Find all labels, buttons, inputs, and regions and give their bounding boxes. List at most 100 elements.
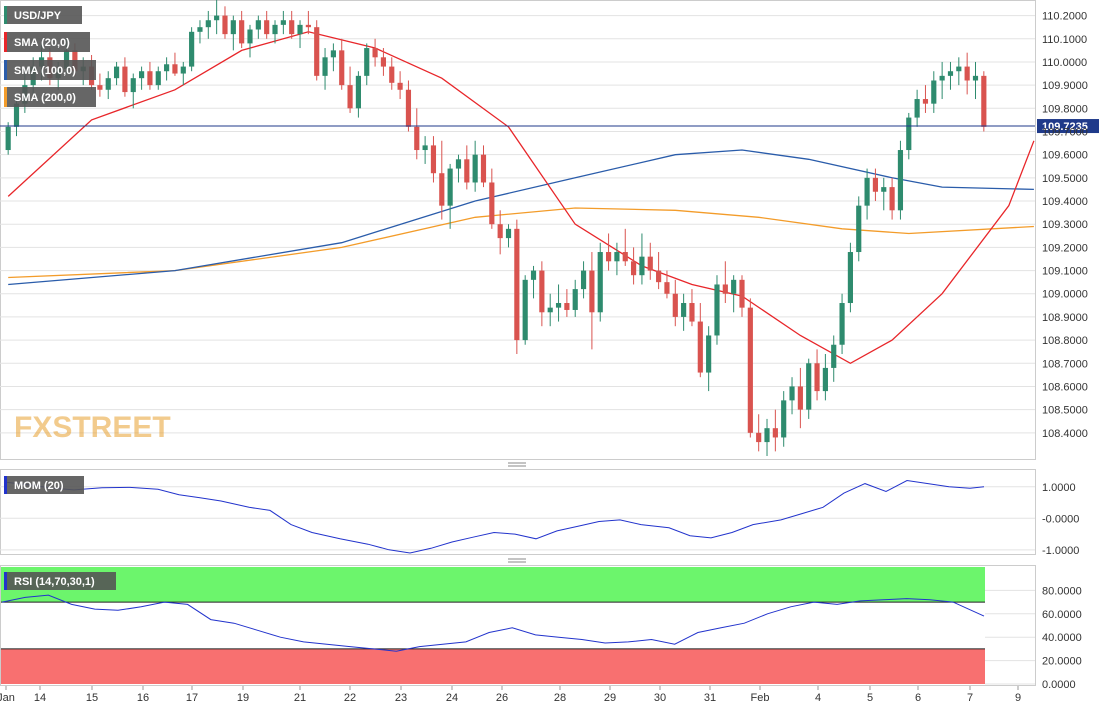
bearish-candle	[747, 298, 753, 438]
bearish-candle	[414, 108, 420, 160]
candle-body	[906, 117, 912, 151]
bearish-candle	[389, 57, 395, 90]
bearish-candle	[305, 10, 311, 35]
price-tick-label: 109.0000	[1042, 289, 1088, 301]
bullish-candle	[614, 242, 620, 276]
bullish-candle	[789, 377, 795, 415]
candle-body	[214, 15, 220, 21]
candle-body	[689, 303, 695, 322]
bearish-candle	[497, 210, 503, 255]
bearish-candle	[664, 270, 670, 299]
candle-body	[189, 31, 195, 67]
price-tick-label: 109.3000	[1042, 219, 1088, 231]
candle-body	[956, 66, 962, 72]
bearish-candle	[739, 275, 745, 317]
bullish-candle	[939, 61, 945, 100]
mom-grid	[0, 486, 1035, 551]
bullish-candle	[580, 261, 587, 299]
bearish-candle	[380, 48, 387, 76]
legend-sma-20[interactable]: SMA (20,0)	[4, 32, 90, 52]
panel-resize-handle[interactable]	[508, 558, 526, 563]
bearish-candle	[872, 168, 879, 202]
candle-body	[656, 270, 662, 283]
bearish-candle	[514, 219, 520, 355]
x-tick-label: 4	[815, 692, 821, 704]
bearish-candle	[172, 52, 178, 76]
bullish-candle	[272, 20, 278, 44]
legend-rsi[interactable]: RSI (14,70,30,1)	[4, 572, 116, 590]
bullish-candle	[856, 196, 862, 262]
bearish-candle	[339, 38, 345, 90]
candle-body	[714, 284, 720, 336]
candle-body	[264, 20, 270, 35]
sma-100-line	[8, 149, 1034, 286]
bullish-candle	[681, 293, 687, 331]
bearish-candle	[631, 247, 637, 285]
bearish-candle	[689, 289, 695, 327]
bearish-candle	[647, 242, 653, 280]
candle-body	[697, 321, 703, 373]
legend-usdjpy[interactable]: USD/JPY	[4, 6, 82, 24]
candle-body	[372, 48, 378, 58]
candle-body	[305, 24, 311, 28]
bearish-candle	[772, 409, 778, 452]
price-axis-ticks: 110.2000 110.1000 110.0000 109.9000 109.8000…	[1042, 11, 1088, 440]
candle-body	[180, 66, 186, 74]
bullish-candle	[881, 177, 887, 211]
legend-mom[interactable]: MOM (20)	[4, 476, 84, 494]
bearish-candle	[372, 38, 378, 67]
price-tick-label: 110.1000	[1042, 34, 1087, 46]
x-tick-label: 23	[395, 692, 407, 704]
candle-body	[164, 64, 170, 72]
x-tick-label: 31	[704, 692, 716, 704]
candle-body	[130, 78, 136, 93]
candle-body	[122, 66, 128, 93]
candle-body	[555, 303, 562, 308]
bearish-candle	[222, 6, 228, 39]
candle-body	[564, 303, 570, 310]
bearish-candle	[889, 177, 895, 220]
candle-body	[297, 24, 303, 35]
bullish-candle	[831, 335, 837, 382]
candle-body	[981, 75, 987, 127]
price-tick-label: 109.6000	[1042, 150, 1088, 162]
price-tick-label: 109.1000	[1042, 266, 1088, 278]
candle-body	[622, 252, 628, 262]
bearish-candle	[981, 71, 987, 132]
bullish-candle	[472, 140, 478, 192]
panel-resize-handle[interactable]	[508, 462, 526, 467]
bearish-candle	[147, 61, 153, 90]
rsi-axis-ticks: 80.0000 60.0000 40.0000 20.0000 0.0000	[1042, 585, 1082, 691]
candle-body	[914, 99, 920, 118]
candle-body	[455, 159, 462, 169]
candle-body	[480, 154, 487, 183]
price-tick-label: 109.5000	[1042, 173, 1088, 185]
legend-sma-200[interactable]: SMA (200,0)	[4, 87, 96, 107]
bearish-candle	[605, 233, 612, 271]
x-tick-label: 26	[496, 692, 508, 704]
bullish-candle	[972, 61, 979, 100]
rsi-tick-label: 40.0000	[1042, 632, 1082, 644]
bearish-candle	[964, 52, 970, 95]
bullish-candle	[956, 57, 962, 86]
candle-body	[756, 432, 762, 443]
candle-body	[247, 29, 253, 44]
candle-body	[772, 428, 778, 438]
legend-sma-100[interactable]: SMA (100,0)	[4, 60, 96, 80]
mom-panel-frame	[0, 469, 1036, 555]
price-tick-label: 109.9000	[1042, 80, 1088, 92]
candle-body	[113, 66, 120, 79]
bullish-candle	[530, 265, 537, 299]
bullish-candle	[572, 279, 578, 317]
candle-body	[530, 270, 537, 280]
candle-body	[706, 335, 712, 373]
candle-body	[505, 228, 512, 239]
x-tick-label: 22	[344, 692, 356, 704]
x-tick-label: 24	[446, 692, 458, 704]
candle-body	[414, 126, 420, 151]
x-tick-label: 28	[554, 692, 566, 704]
candle-body	[147, 71, 153, 86]
bearish-candle	[722, 261, 728, 304]
candle-body	[764, 428, 770, 443]
bearish-candle	[672, 279, 678, 327]
